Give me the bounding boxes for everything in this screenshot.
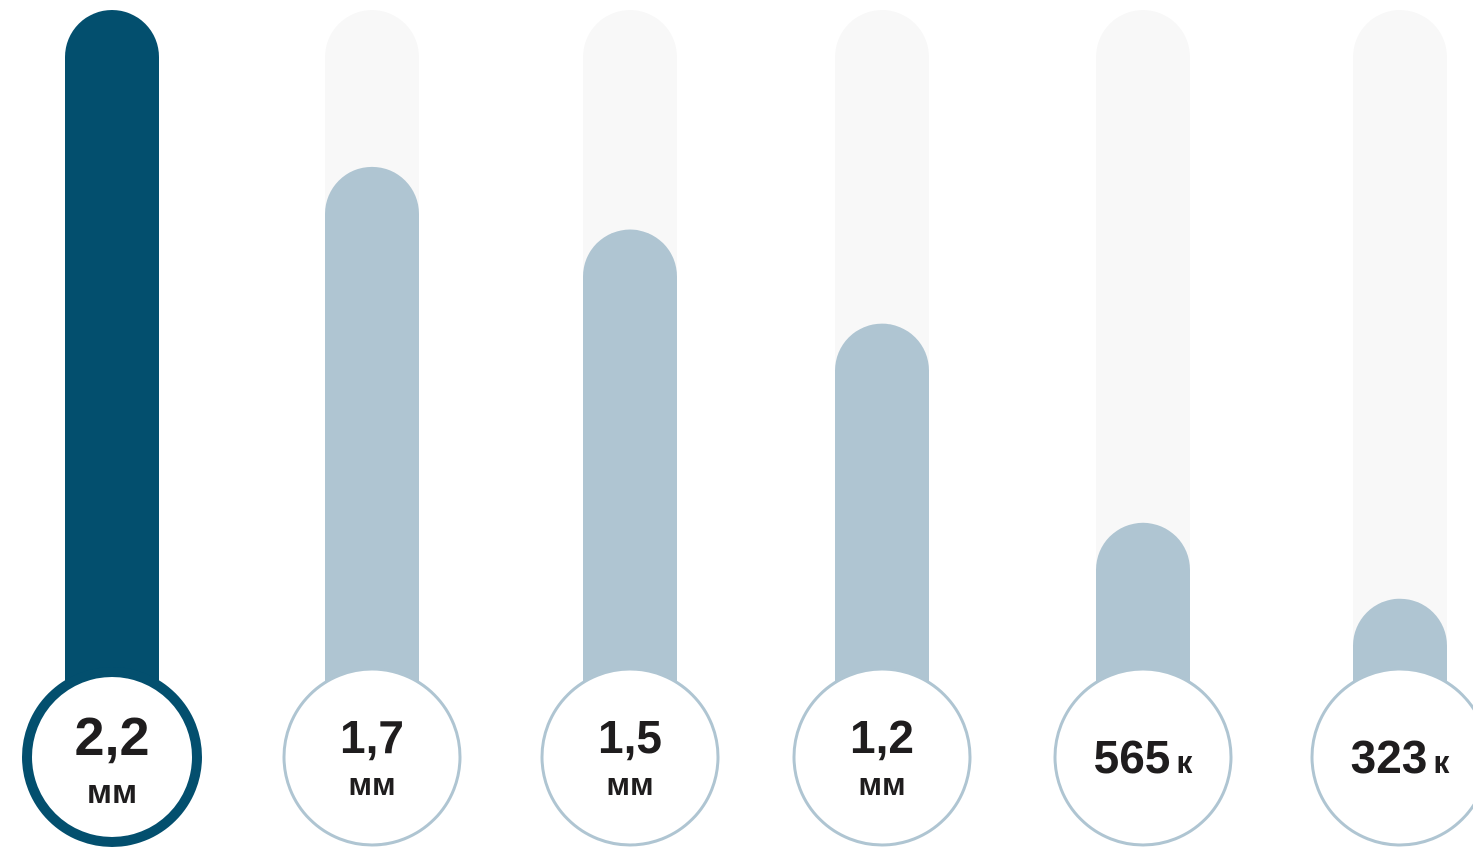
value-label-number: 1,2 [850,711,914,763]
value-label-unit: мм [858,766,905,802]
value-circle [282,667,462,847]
value-circle [22,667,202,847]
bar [583,229,677,700]
bar-group: 2,2 мм [22,10,202,847]
value-label-unit: к [1176,744,1193,780]
bar-group: 1,5мм [540,10,720,847]
value-circle [1053,667,1233,847]
value-label-unit: мм [87,773,137,811]
bar-group: 1,2мм [792,10,972,847]
value-circle [792,667,972,847]
value-circle [1310,667,1473,847]
bar-group: 323 к [1310,10,1473,847]
bar [1096,522,1190,700]
bar-group: 1,7мм [282,10,462,847]
value-label: 565 к [1094,731,1194,783]
value-label-number: 1,7 [340,711,404,763]
value-label-number: 323 [1351,731,1428,783]
value-label: 323 к [1351,731,1451,783]
value-label-unit: к [1433,744,1450,780]
value-label-unit: мм [348,766,395,802]
bar-track [1096,10,1190,700]
bar-track [1353,10,1447,700]
bar [835,323,929,700]
value-label-unit: мм [606,766,653,802]
bar-group: 565 к [1053,10,1233,847]
bar [65,10,159,700]
value-circle [540,667,720,847]
value-label-number: 565 [1094,731,1171,783]
value-label-number: 1,5 [598,711,662,763]
value-label-number: 2,2 [74,707,149,767]
bar [325,166,419,701]
